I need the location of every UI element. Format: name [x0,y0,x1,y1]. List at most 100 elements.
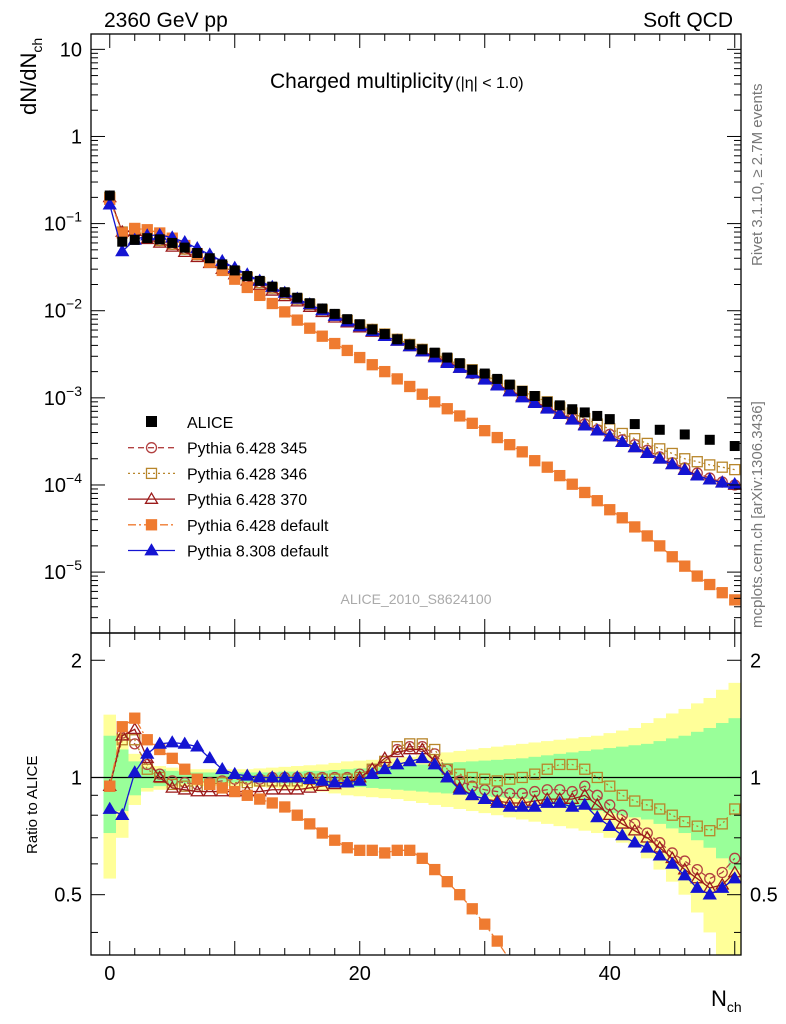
data-point [429,347,440,358]
y-tick-label-main: 10−4 [44,470,82,497]
main-marker-4 [627,440,642,453]
data-point [729,441,740,452]
y-tick-label-main: 10 [60,39,82,61]
x-axis-label: Nch [711,986,742,1015]
ratio-marker-4 [540,795,555,808]
data-point [467,364,478,375]
legend-marker-1 [145,467,158,480]
ratio-marker-4 [290,770,305,783]
ratio-marker-2 [302,780,317,793]
data-point [304,298,315,309]
ratio-marker-4 [452,782,467,795]
main-marker-4 [727,476,742,490]
legend-label-alice: ALICE [187,415,233,432]
main-marker-1 [691,456,703,468]
main-marker-3 [241,281,253,294]
main-marker-4 [552,406,567,419]
ratio-marker-3 [429,863,441,876]
rivet-version-label: Rivet 3.1.10, ≥ 2.7M events [749,83,766,267]
stat-band-bin [678,735,691,834]
ratio-marker-4 [615,828,630,841]
ratio-marker-4 [265,770,280,783]
data-point [704,434,715,445]
main-marker-3 [529,455,541,467]
main-marker-3 [129,222,141,235]
ratio-marker-4 [652,848,667,861]
y-tick-label-ratio-right: 2 [750,650,761,672]
data-point [367,324,378,335]
data-point [417,344,428,355]
ratio-marker-3 [316,827,328,839]
ratio-marker-4 [102,801,117,814]
data-point [279,287,290,298]
data-point [229,265,240,276]
stat-band-bin [128,761,141,796]
x-tick-label: 20 [349,963,371,985]
ratio-marker-3 [354,844,366,856]
ratio-marker-2 [627,823,642,836]
ratio-marker-2 [202,784,217,797]
main-marker-4 [602,429,617,442]
ratio-marker-3 [491,935,503,947]
stat-band-bin [703,727,716,848]
ratio-marker-3 [191,773,203,785]
ratio-marker-3 [179,763,191,775]
ratio-marker-2 [165,780,180,793]
ratio-marker-2 [615,816,630,829]
x-tick-label: 0 [104,963,115,985]
stat-band-bin [716,723,729,859]
ratio-marker-4 [352,773,367,786]
y-tick-label-ratio-right: 1 [750,767,761,789]
ratio-marker-1 [491,775,503,787]
main-marker-4 [615,434,630,448]
ratio-marker-0 [566,785,578,798]
stat-band-bin [116,749,129,812]
main-marker-4 [652,451,667,464]
main-marker-3 [566,478,578,490]
ratio-marker-1 [591,771,603,784]
ratio-marker-2 [290,782,305,795]
ratio-marker-4 [527,799,542,812]
main-marker-4 [477,372,492,385]
stat-band-bin [478,760,491,797]
main-marker-3 [704,578,716,591]
main-marker-4 [527,395,542,408]
main-marker-4 [677,462,692,475]
ratio-marker-0 [516,787,528,800]
main-marker-3 [304,322,316,334]
ratio-marker-0 [579,780,591,792]
ratio-marker-3 [304,818,316,830]
ratio-marker-3 [279,801,291,813]
ratio-marker-3 [241,789,253,801]
main-marker-4 [590,423,605,436]
analysis-id-label: ALICE_2010_S8624100 [340,591,491,607]
main-marker-4 [115,244,130,257]
ratio-marker-2 [115,728,130,741]
main-marker-3 [316,330,328,342]
legend-marker-2 [144,491,159,504]
main-marker-3 [716,587,728,599]
main-marker-3 [341,344,353,357]
ratio-marker-0 [591,789,603,801]
data-point [629,419,640,430]
legend: ALICE Pythia 6.428 345 Pythia 6.428 346 Pyt… [128,415,329,561]
ratio-marker-4 [377,761,392,775]
x-tick-label: 40 [599,963,621,985]
data-point [442,352,453,363]
ratio-marker-4 [590,810,605,823]
legend-label-1: Pythia 6.428 346 [187,466,307,483]
data-point [154,234,165,245]
main-marker-3 [541,461,553,473]
legend-label-3: Pythia 6.428 default [187,518,329,535]
ratio-marker-0 [679,855,691,867]
ratio-marker-2 [390,745,405,758]
ratio-marker-4 [715,880,730,893]
category-label: Soft QCD [643,9,733,32]
ratio-marker-4 [302,771,317,785]
main-marker-3 [441,403,453,415]
ratio-marker-3 [479,918,491,930]
ratio-marker-1 [604,780,616,792]
stat-band-bin [666,738,679,829]
ratio-marker-4 [390,757,405,770]
data-point [204,253,215,264]
